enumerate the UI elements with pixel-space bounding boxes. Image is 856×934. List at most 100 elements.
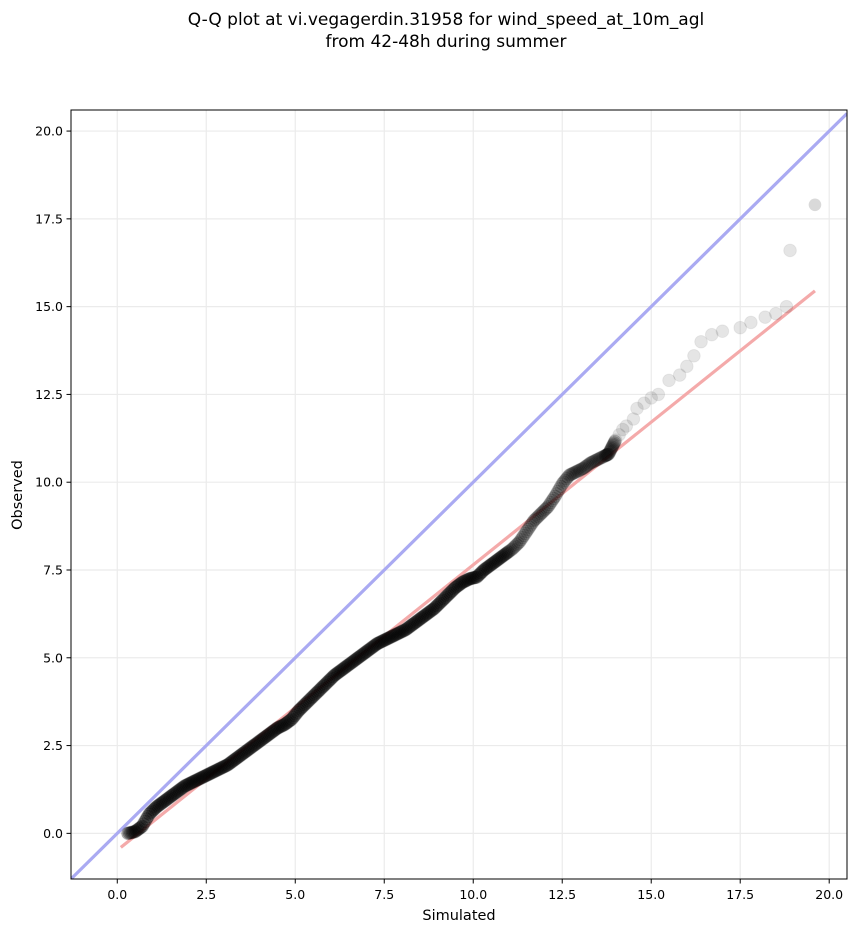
data-point (277, 717, 292, 732)
data-point (264, 725, 279, 740)
data-point (445, 583, 460, 598)
data-point (162, 790, 177, 805)
data-point (465, 571, 480, 585)
data-point (339, 660, 353, 674)
data-point (329, 667, 343, 682)
data-point (455, 575, 470, 590)
data-point (704, 327, 719, 342)
data-point (395, 624, 410, 638)
data-point (457, 574, 471, 589)
data-point (438, 590, 453, 605)
data-point (225, 754, 239, 769)
data-point (126, 825, 141, 839)
data-point (303, 692, 318, 707)
data-point (133, 820, 148, 835)
data-point (206, 765, 221, 779)
data-point (155, 796, 169, 810)
data-point (501, 545, 515, 559)
data-point (662, 373, 676, 388)
plot-frame (70, 109, 848, 880)
data-point (680, 359, 694, 374)
data-point (360, 644, 374, 658)
data-point (169, 785, 184, 800)
data-point (581, 458, 595, 472)
data-point (515, 530, 530, 545)
data-point (363, 642, 377, 656)
x-axis-label: Simulated (422, 908, 495, 924)
data-point (239, 744, 253, 758)
data-point (383, 630, 397, 645)
data-point (193, 771, 208, 786)
data-point (592, 451, 607, 466)
data-point (195, 770, 209, 785)
data-point (256, 731, 271, 746)
data-point (561, 470, 575, 484)
data-point (327, 668, 342, 683)
data-point (370, 636, 384, 651)
data-point (495, 549, 510, 564)
data-point (203, 766, 218, 781)
data-point (159, 792, 174, 807)
data-point (143, 805, 158, 820)
data-point (536, 504, 551, 518)
data-point (502, 544, 517, 558)
data-point (505, 542, 520, 556)
y-tick-label: 15.0 (35, 299, 63, 314)
data-point (276, 718, 290, 733)
data-point (152, 798, 167, 812)
data-point (151, 799, 165, 813)
data-point (475, 564, 490, 579)
data-point (366, 640, 380, 654)
data-point (358, 645, 373, 659)
data-point (331, 665, 346, 679)
y-tick-label: 12.5 (35, 387, 63, 402)
data-point (545, 493, 560, 508)
data-point (421, 606, 436, 620)
data-point (491, 552, 505, 567)
data-point (149, 800, 164, 814)
data-point (407, 616, 421, 631)
data-point (266, 724, 280, 738)
data-point (326, 669, 340, 684)
x-tick-label: 0.0 (107, 887, 127, 902)
data-point (390, 627, 404, 641)
data-point (551, 484, 565, 499)
data-point (252, 734, 266, 749)
data-point (242, 742, 256, 756)
data-point (341, 658, 356, 672)
data-point (404, 618, 419, 633)
data-point (208, 764, 222, 778)
data-point (273, 719, 288, 734)
data-point (511, 536, 525, 551)
data-point (687, 348, 701, 363)
data-point (186, 774, 201, 789)
data-point (405, 617, 420, 632)
data-point (176, 780, 191, 794)
data-point (354, 648, 369, 663)
data-point (408, 615, 423, 630)
data-point (217, 759, 232, 774)
data-point (287, 708, 302, 723)
data-point (348, 652, 363, 667)
data-point (427, 601, 441, 616)
data-point (398, 622, 413, 637)
data-point (535, 505, 550, 520)
data-point (744, 315, 758, 330)
data-point (428, 600, 443, 615)
data-point (538, 502, 552, 517)
data-point (472, 567, 487, 582)
data-point (603, 444, 617, 459)
x-tick-label: 10.0 (459, 887, 487, 902)
data-point (180, 777, 195, 792)
data-point (401, 620, 416, 635)
data-point (508, 539, 523, 553)
data-point (468, 570, 483, 585)
data-point (534, 507, 548, 521)
data-point (307, 688, 322, 702)
data-point (498, 547, 513, 561)
data-point (571, 464, 585, 478)
data-point (121, 826, 135, 841)
data-point (142, 807, 157, 821)
data-point (415, 610, 430, 624)
data-point (376, 634, 390, 648)
